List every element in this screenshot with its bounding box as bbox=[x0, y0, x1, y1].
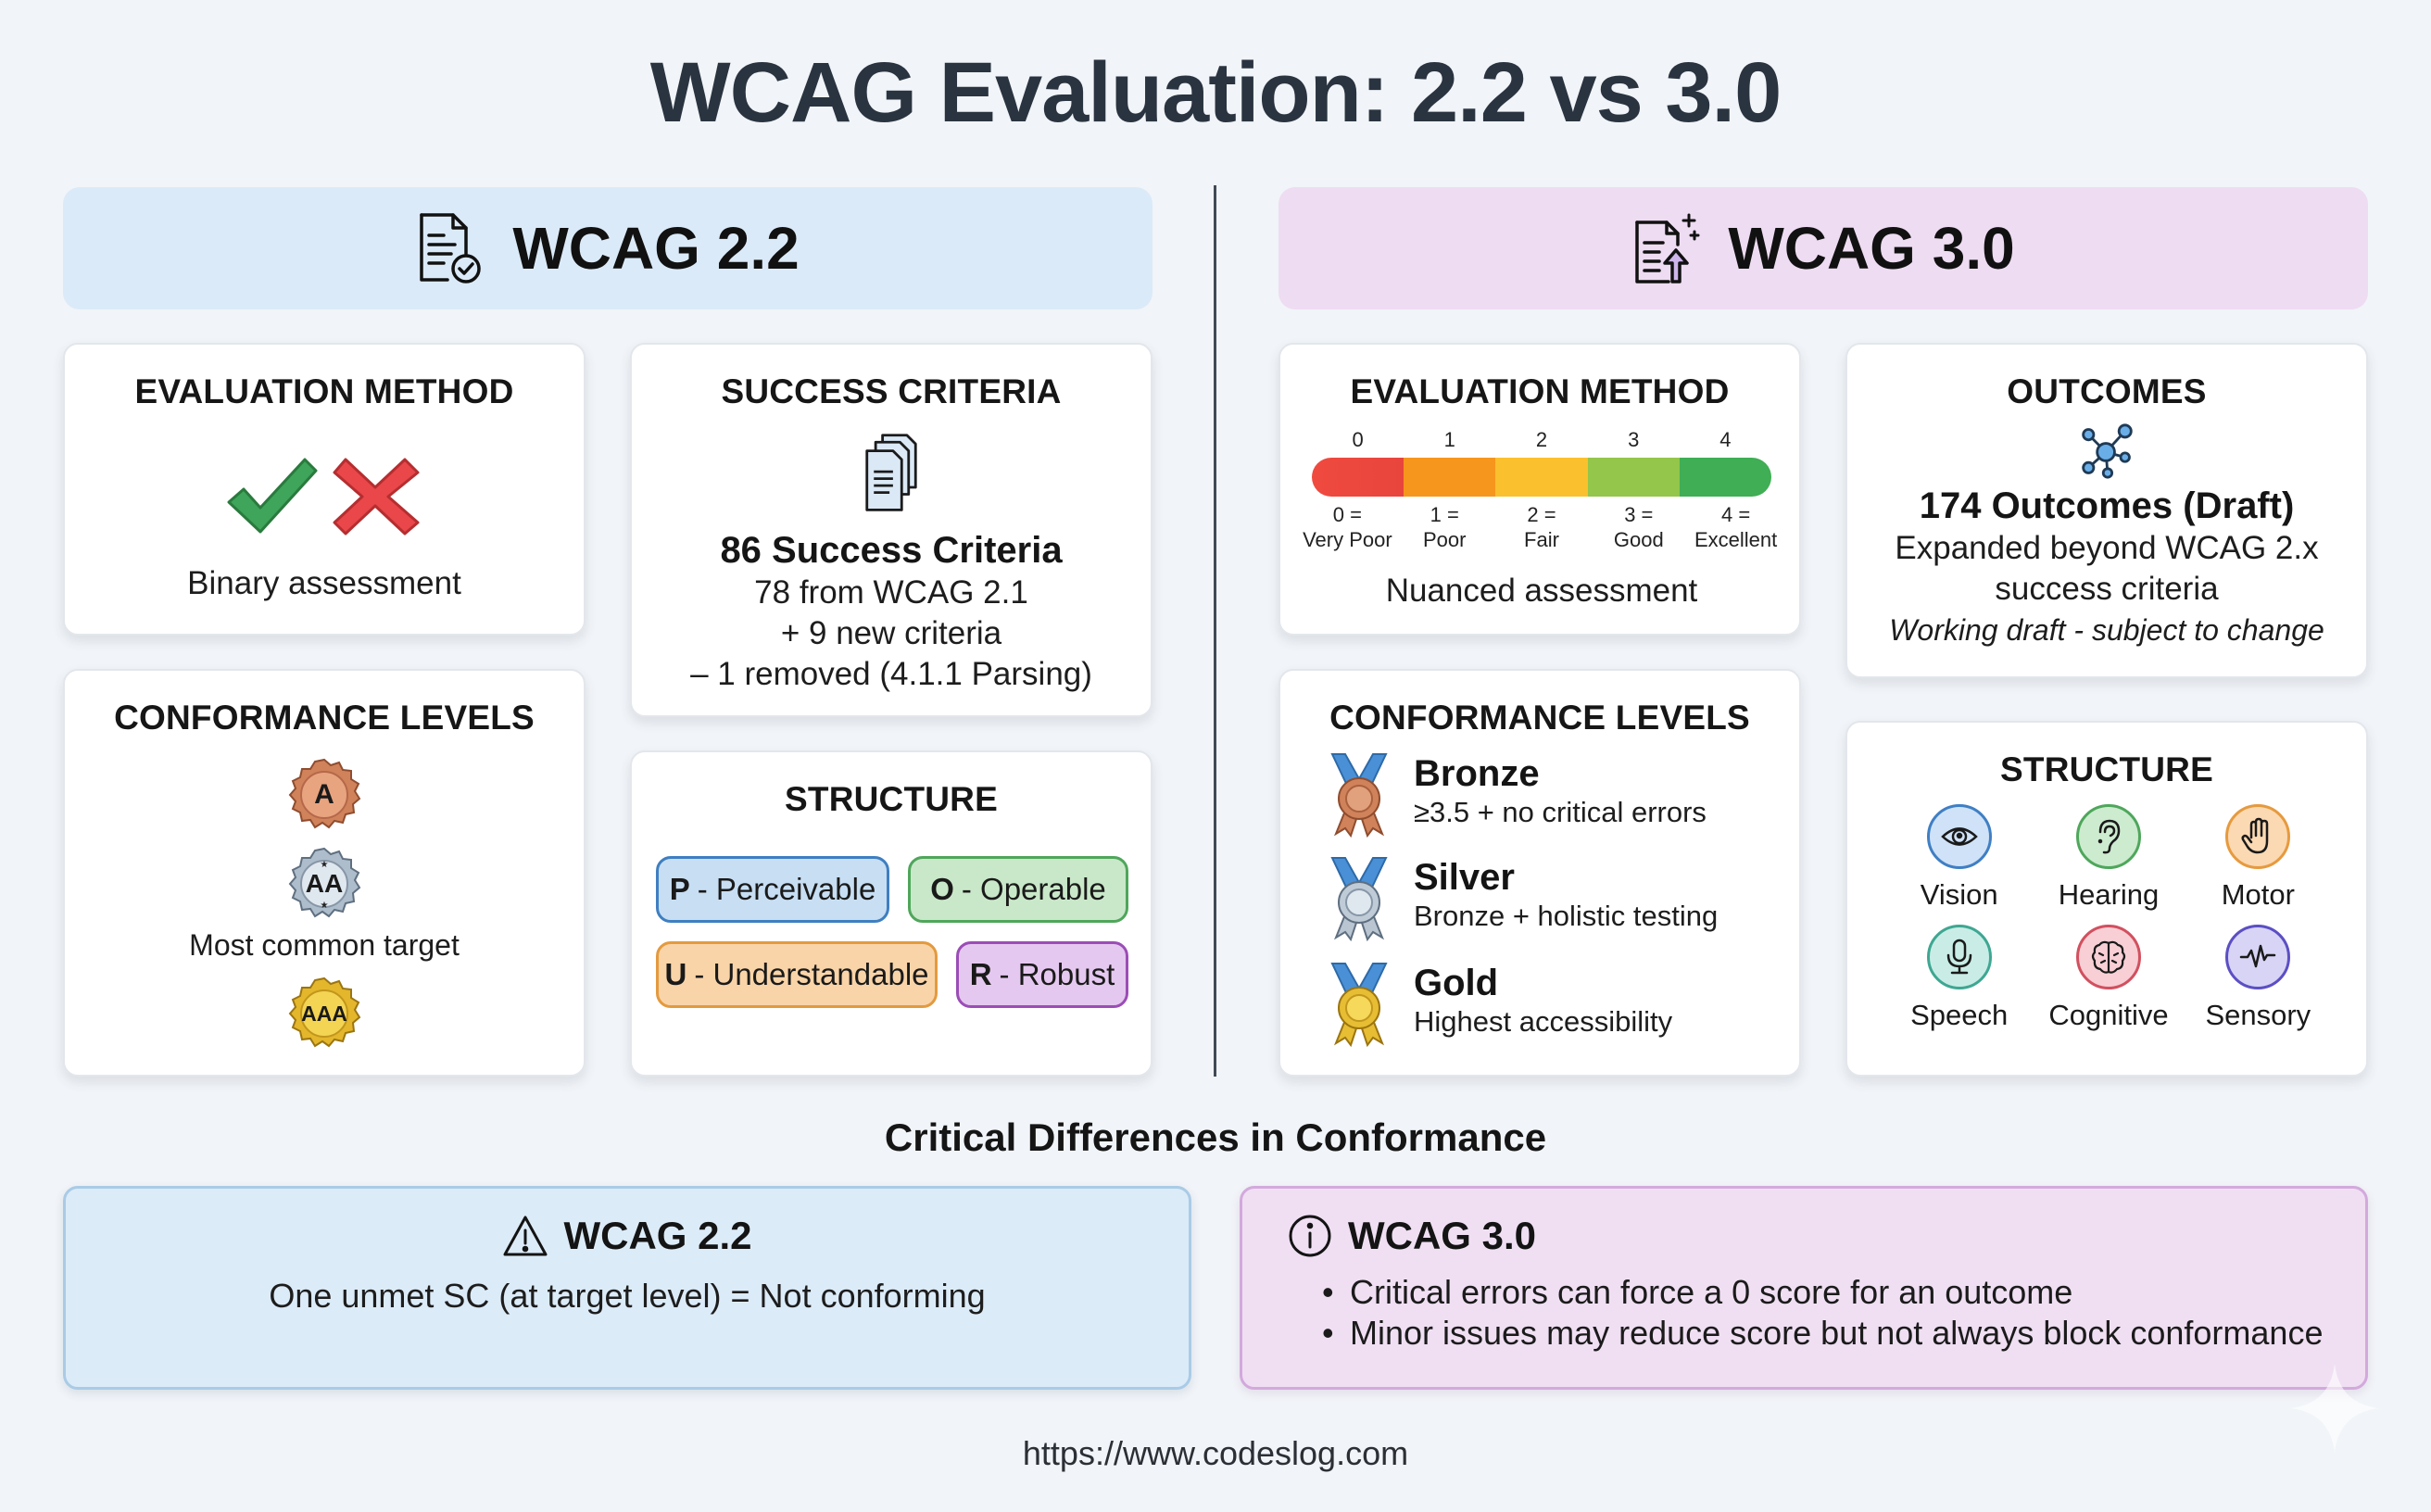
medal-desc: Highest accessibility bbox=[1414, 1005, 1673, 1038]
wcag22-difference-text: One unmet SC (at target level) = Not con… bbox=[269, 1277, 986, 1315]
medal-name: Silver bbox=[1414, 857, 1515, 898]
principle-operable: O- Operable bbox=[908, 856, 1128, 923]
hand-icon bbox=[2241, 817, 2269, 854]
critical-differences-heading: Critical Differences in Conformance bbox=[884, 1115, 1547, 1159]
microphone-icon bbox=[1946, 939, 1971, 975]
wcag22-header-label: WCAG 2.2 bbox=[512, 215, 800, 282]
principle-robust: R- Robust bbox=[956, 941, 1128, 1008]
medal-name: Gold bbox=[1414, 963, 1499, 1003]
column-divider bbox=[1214, 185, 1216, 1077]
ear-icon bbox=[2097, 819, 2121, 854]
success-criteria-line: + 9 new criteria bbox=[780, 615, 1002, 651]
binary-caption: Binary assessment bbox=[187, 565, 461, 601]
wcag22-difference-title: WCAG 2.2 bbox=[563, 1214, 752, 1257]
info-circle-icon bbox=[1289, 1215, 1331, 1257]
wcag22-evaluation-card: EVALUATION METHOD Binary assessment bbox=[63, 343, 586, 636]
stacked-documents-icon bbox=[865, 434, 917, 511]
medal-name: Bronze bbox=[1414, 753, 1540, 794]
card-title: EVALUATION METHOD bbox=[134, 372, 514, 410]
wcag30-conformance-card: CONFORMANCE LEVELS Bronze ≥3.5 + no crit… bbox=[1278, 669, 1801, 1077]
footer-url[interactable]: https://www.codeslog.com bbox=[1022, 1434, 1409, 1472]
score-scale-labels: 0 = Very Poor 1 = Poor 2 = Fair 3 = Good 4 =… bbox=[1303, 503, 1778, 551]
wcag30-difference-title: WCAG 3.0 bbox=[1348, 1214, 1537, 1257]
outcomes-count: 174 Outcomes (Draft) bbox=[1919, 485, 2295, 526]
success-criteria-line: – 1 removed (4.1.1 Parsing) bbox=[690, 656, 1092, 692]
wcag22-success-criteria-card: SUCCESS CRITERIA 86 Success Criteria 78 … bbox=[630, 343, 1153, 717]
card-title: STRUCTURE bbox=[785, 780, 998, 818]
document-check-icon bbox=[420, 213, 482, 284]
success-criteria-line: 78 from WCAG 2.1 bbox=[754, 574, 1028, 611]
need-vision: Vision bbox=[1884, 804, 2034, 912]
card-title: CONFORMANCE LEVELS bbox=[114, 699, 535, 737]
wcag22-structure-card: STRUCTURE P- Perceivable O- Operable U- … bbox=[630, 750, 1153, 1077]
wcag30-difference-box: WCAG 3.0 Critical errors can force a 0 s… bbox=[1240, 1186, 2368, 1390]
principle-understandable: U- Understandable bbox=[656, 941, 938, 1008]
wcag22-difference-box: WCAG 2.2 One unmet SC (at target level) … bbox=[63, 1186, 1191, 1390]
need-cognitive: Cognitive bbox=[2034, 925, 2183, 1032]
level-aaa-badge: AAA bbox=[287, 976, 361, 1051]
wcag30-header: WCAG 3.0 bbox=[1278, 187, 2368, 309]
medal-desc: Bronze + holistic testing bbox=[1414, 900, 1719, 932]
brain-icon bbox=[2091, 940, 2126, 974]
warning-triangle-icon bbox=[503, 1216, 548, 1256]
wcag30-outcomes-card: OUTCOMES 174 Outcomes (Draft) Expanded b… bbox=[1845, 343, 2368, 678]
working-draft-note: Working draft - subject to change bbox=[1889, 613, 2324, 647]
svg-text:★: ★ bbox=[321, 901, 329, 911]
wcag22-header: WCAG 2.2 bbox=[63, 187, 1153, 309]
silver-medal-icon bbox=[1330, 857, 1388, 941]
gold-level: Gold Highest accessibility bbox=[1329, 962, 1672, 1047]
red-x-icon bbox=[333, 458, 420, 536]
level-a-badge: A bbox=[287, 758, 361, 832]
wcag30-structure-card: STRUCTURE Vision Hearing Motor Speech bbox=[1845, 721, 2368, 1077]
gold-medal-icon bbox=[1330, 963, 1388, 1047]
most-common-target-note: Most common target bbox=[189, 928, 460, 962]
wcag30-header-label: WCAG 3.0 bbox=[1728, 215, 2015, 282]
bronze-medal-icon bbox=[1330, 753, 1388, 838]
need-sensory: Sensory bbox=[2184, 925, 2333, 1032]
green-check-icon bbox=[227, 458, 318, 534]
nuanced-caption: Nuanced assessment bbox=[1385, 573, 1698, 609]
silver-level: Silver Bronze + holistic testing bbox=[1329, 856, 1718, 941]
outcomes-line: success criteria bbox=[1995, 571, 2219, 607]
medal-desc: ≥3.5 + no critical errors bbox=[1414, 796, 1707, 828]
network-nodes-icon bbox=[2082, 423, 2133, 479]
document-upgrade-sparkle-icon bbox=[1635, 213, 1700, 284]
need-speech: Speech bbox=[1884, 925, 2034, 1032]
pulse-wave-icon bbox=[2240, 944, 2276, 968]
need-hearing: Hearing bbox=[2034, 804, 2183, 912]
page-title: WCAG Evaluation: 2.2 vs 3.0 bbox=[649, 45, 1782, 140]
level-aa-badge: ★ ★ AA bbox=[287, 847, 361, 921]
sparkle-icon bbox=[2290, 1364, 2379, 1453]
eye-icon bbox=[1940, 827, 1978, 846]
score-scale-bar bbox=[1312, 458, 1771, 497]
score-scale-numbers: 0 1 2 3 4 bbox=[1352, 428, 1732, 451]
wcag22-conformance-card: CONFORMANCE LEVELS A ★ ★ AA Most common t… bbox=[63, 669, 586, 1077]
difference-bullet: Minor issues may reduce score but not al… bbox=[1322, 1313, 2365, 1354]
wcag30-evaluation-card: EVALUATION METHOD 0 1 2 3 4 0 = Very Poor… bbox=[1278, 343, 1801, 636]
success-criteria-count: 86 Success Criteria bbox=[720, 530, 1063, 571]
bronze-level: Bronze ≥3.5 + no critical errors bbox=[1329, 752, 1707, 838]
outcomes-line: Expanded beyond WCAG 2.x bbox=[1895, 530, 2319, 566]
card-title: CONFORMANCE LEVELS bbox=[1329, 699, 1750, 737]
card-title: OUTCOMES bbox=[2007, 372, 2207, 410]
card-title: EVALUATION METHOD bbox=[1350, 372, 1730, 410]
need-motor: Motor bbox=[2184, 804, 2333, 912]
card-title: SUCCESS CRITERIA bbox=[721, 372, 1062, 410]
difference-bullet: Critical errors can force a 0 score for … bbox=[1322, 1272, 2365, 1313]
principle-perceivable: P- Perceivable bbox=[656, 856, 889, 923]
svg-text:★: ★ bbox=[321, 860, 329, 870]
card-title: STRUCTURE bbox=[2000, 750, 2213, 788]
